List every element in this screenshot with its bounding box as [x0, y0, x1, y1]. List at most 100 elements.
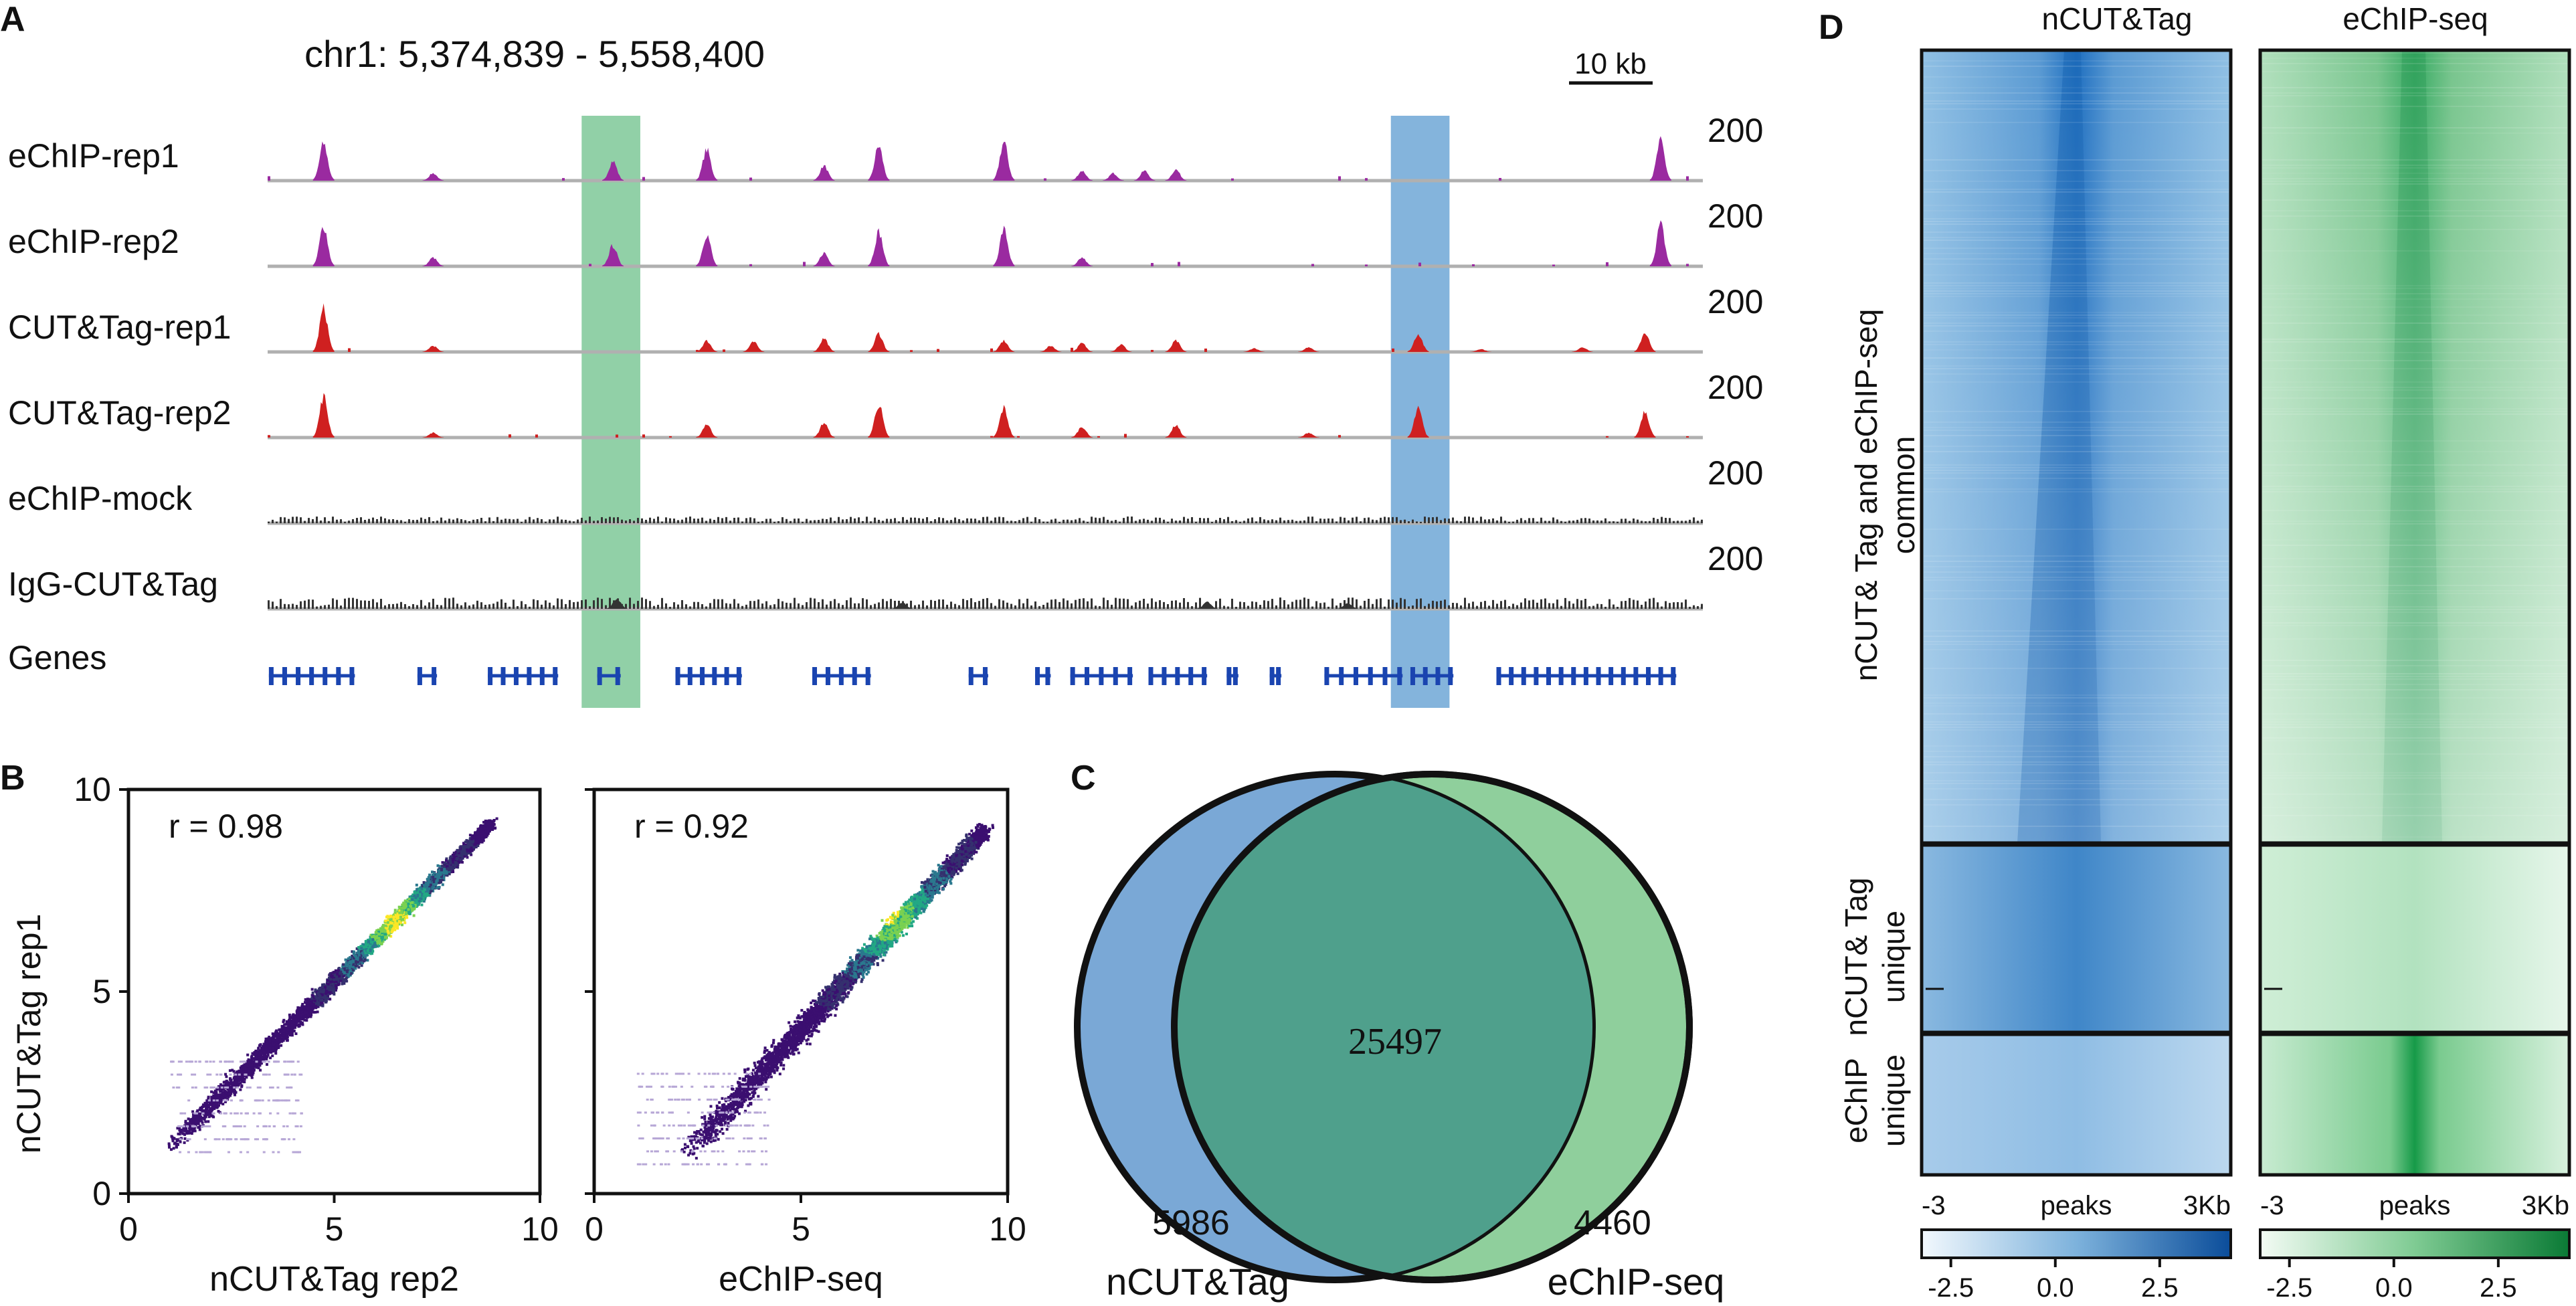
noise-bar [1492, 518, 1494, 523]
noise-bar [723, 349, 725, 352]
scatter-point [347, 969, 350, 972]
noise-bar [1488, 605, 1490, 609]
scatter-point [296, 1006, 300, 1010]
track-peak [696, 424, 718, 438]
scatter-point [353, 959, 356, 963]
noise-bar [368, 601, 370, 609]
noise-bar [472, 519, 474, 523]
gene-exon [1099, 667, 1104, 685]
scatter-point [352, 952, 355, 955]
scatter-point [205, 1099, 209, 1103]
noise-bar [753, 518, 755, 523]
noise-bar [400, 601, 402, 609]
noise-bar [1331, 519, 1333, 523]
noise-bar [605, 605, 607, 609]
scatter-point [264, 1038, 268, 1042]
gene-model [488, 667, 559, 685]
noise-bar [814, 520, 816, 523]
noise-bar [1408, 521, 1410, 523]
noise-bar [521, 521, 523, 523]
noise-bar [1372, 603, 1374, 609]
scatter-point [352, 950, 355, 953]
noise-bar [1673, 521, 1675, 523]
noise-bar [268, 600, 270, 609]
noise-bar [1468, 517, 1470, 523]
noise-bar [958, 519, 960, 523]
track-peak [868, 147, 890, 181]
noise-bar [866, 517, 868, 523]
noise-bar [1227, 606, 1229, 609]
scatter-point [420, 899, 423, 903]
noise-bar [1211, 521, 1213, 523]
noise-bar [701, 517, 703, 523]
noise-bar [1464, 597, 1466, 609]
noise-bar [1468, 603, 1470, 609]
noise-bar [1159, 600, 1161, 609]
scatter-point [383, 938, 386, 941]
scatter-point [344, 958, 347, 961]
noise-bar [1091, 517, 1093, 523]
scatter-point [252, 1071, 255, 1075]
noise-bar [1231, 598, 1233, 609]
scatter-point [412, 914, 416, 917]
noise-bar [1625, 600, 1627, 609]
noise-bar [657, 604, 659, 609]
noise-bar [304, 600, 306, 609]
noise-bar [657, 517, 659, 523]
gene-exon [553, 667, 558, 685]
noise-bar [1681, 521, 1683, 523]
noise-bar [1669, 603, 1671, 609]
noise-bar [910, 600, 912, 609]
noise-bar [372, 599, 374, 609]
noise-bar [509, 606, 511, 609]
scatter-point [341, 982, 345, 985]
noise-bar [1568, 521, 1570, 523]
track-peak [1133, 170, 1156, 181]
scatter-point [321, 1004, 325, 1008]
noise-bar [721, 518, 723, 523]
noise-bar [1686, 264, 1689, 266]
noise-bar [649, 601, 651, 609]
track-peak [696, 235, 718, 266]
noise-bar [1677, 601, 1679, 609]
scatter-point [418, 901, 421, 904]
noise-bar [1528, 518, 1530, 523]
scatter-point [176, 1127, 179, 1130]
noise-bar [741, 521, 743, 523]
scatter-point [314, 1002, 317, 1006]
noise-bar [1103, 597, 1105, 609]
scatter-point [465, 839, 468, 842]
noise-bar [1279, 597, 1281, 609]
noise-bar [914, 517, 916, 523]
track-peak [1071, 257, 1093, 266]
gene-exon [417, 667, 422, 685]
scatter-point [451, 868, 454, 872]
scatter-point [211, 1115, 214, 1118]
noise-bar [496, 517, 498, 523]
noise-bar [878, 519, 880, 523]
scatter-point [371, 942, 374, 945]
noise-bar [420, 599, 422, 609]
noise-bar [725, 603, 727, 609]
noise-bar [954, 603, 956, 609]
noise-bar [729, 603, 731, 609]
scatter-point [446, 870, 449, 873]
noise-bar [1054, 599, 1056, 609]
noise-bar [1175, 521, 1177, 523]
scatter-point [473, 832, 476, 835]
noise-bar [1604, 518, 1606, 523]
noise-bar [862, 521, 864, 523]
scatter-point [176, 1143, 179, 1146]
scatter-point [455, 865, 458, 868]
noise-bar [268, 176, 270, 181]
scatter-point [415, 883, 418, 887]
scatter-point [403, 921, 407, 925]
noise-bar [802, 605, 804, 609]
track-peak [813, 252, 835, 266]
gene-exon [968, 667, 974, 685]
gene-exon [1148, 667, 1154, 685]
noise-bar [1323, 519, 1325, 523]
noise-bar [1199, 518, 1201, 523]
scatter-point [370, 945, 373, 949]
